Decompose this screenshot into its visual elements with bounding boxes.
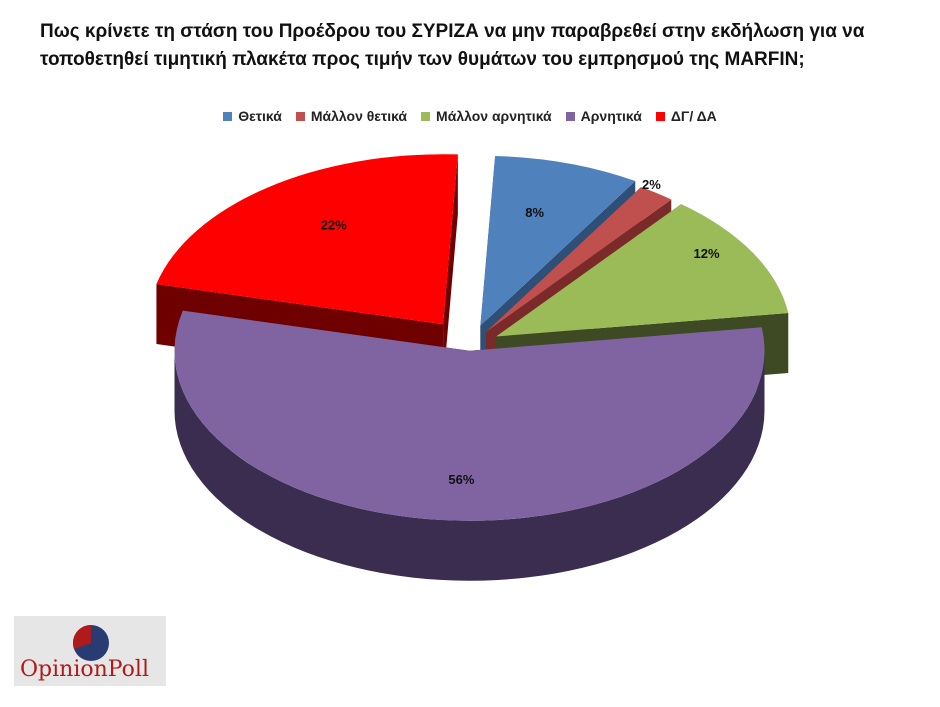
legend-label-mallon-thetika: Μάλλον θετικά [310,108,408,124]
legend-item-dg-da: ΔΓ/ ΔΑ [655,108,717,124]
data-label-dg-da: 22% [321,218,347,233]
chart-title: Πως κρίνετε τη στάση του Προέδρου του ΣΥ… [40,21,865,70]
logo-text: OpinionPoll [20,657,150,682]
legend-swatch-arnitika [565,111,575,121]
data-label-mallon-arnitika: 12% [694,246,720,261]
data-label-arnitika: 56% [448,472,474,487]
data-label-mallon-thetika: 2% [642,177,661,192]
legend-item-thetika: Θετικά [223,108,282,124]
legend-item-arnitika: Αρνητικά [565,108,642,124]
legend-label-thetika: Θετικά [238,108,282,124]
data-label-thetika: 8% [525,205,544,220]
legend-swatch-thetika [223,111,233,121]
legend-label-dg-da: ΔΓ/ ΔΑ [670,108,717,124]
legend-item-mallon-arnitika: Μάλλον αρνητικά [421,108,552,124]
chart-legend: Θετικά Μάλλον θετικά Μάλλον αρνητικά Αρν… [0,108,940,124]
pie-slice-top-mallon-arnitika [496,204,789,337]
legend-swatch-dg-da [655,111,665,121]
legend-swatch-mallon-arnitika [421,111,431,121]
pie-slice-top-arnitika [174,310,765,521]
pie-slice-top-dg-da [156,154,458,325]
legend-label-mallon-arnitika: Μάλλον αρνητικά [436,108,552,124]
legend-item-mallon-thetika: Μάλλον θετικά [295,108,408,124]
opinionpoll-logo: OpinionPoll [14,616,166,686]
pie-slice-arnitika [174,310,765,581]
opinionpoll-logo-icon [72,625,109,661]
pie-slice-top-thetika [480,155,636,326]
pie-slice-top-mallon-thetika [486,187,672,332]
legend-label-arnitika: Αρνητικά [580,108,642,124]
legend-swatch-mallon-thetika [295,111,305,121]
